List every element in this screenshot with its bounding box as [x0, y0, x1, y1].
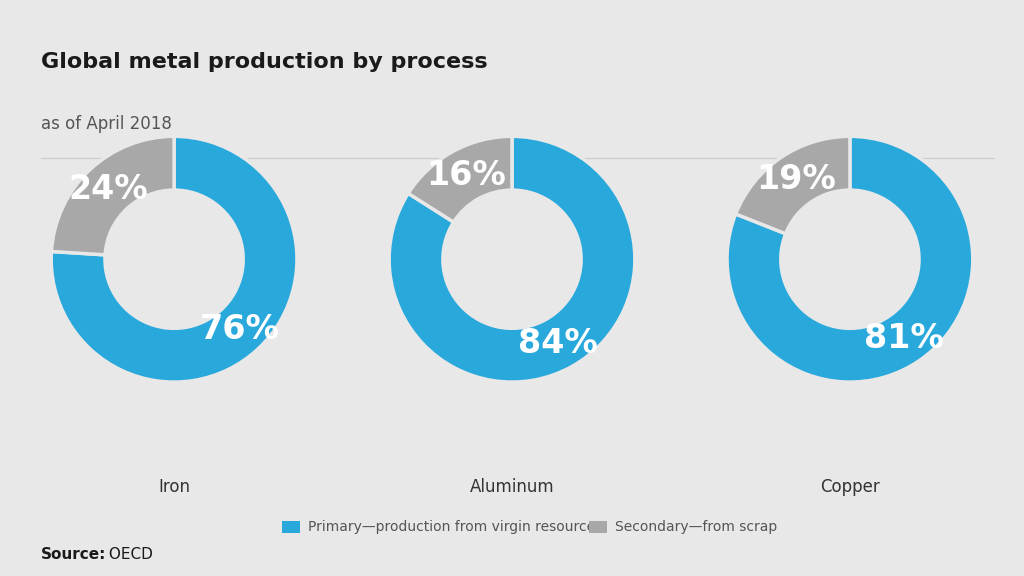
Wedge shape — [735, 137, 850, 234]
Text: as of April 2018: as of April 2018 — [41, 115, 172, 133]
Text: Aluminum: Aluminum — [470, 478, 554, 496]
Text: OECD: OECD — [104, 547, 154, 562]
Text: 24%: 24% — [69, 173, 148, 206]
FancyBboxPatch shape — [282, 521, 300, 533]
Wedge shape — [51, 137, 297, 382]
Text: Iron: Iron — [158, 478, 190, 496]
Wedge shape — [409, 137, 512, 222]
Text: Global metal production by process: Global metal production by process — [41, 52, 487, 72]
FancyBboxPatch shape — [589, 521, 607, 533]
Wedge shape — [389, 137, 635, 382]
Text: 19%: 19% — [756, 164, 836, 196]
Text: Secondary—from scrap: Secondary—from scrap — [615, 520, 777, 534]
Text: 76%: 76% — [200, 313, 280, 346]
Text: 81%: 81% — [864, 322, 944, 355]
Text: Primary—production from virgin resources: Primary—production from virgin resources — [308, 520, 602, 534]
Wedge shape — [727, 137, 973, 382]
Text: Copper: Copper — [820, 478, 880, 496]
Wedge shape — [51, 137, 174, 255]
Text: 84%: 84% — [518, 327, 598, 360]
Text: Source:: Source: — [41, 547, 106, 562]
Text: 16%: 16% — [426, 158, 506, 192]
